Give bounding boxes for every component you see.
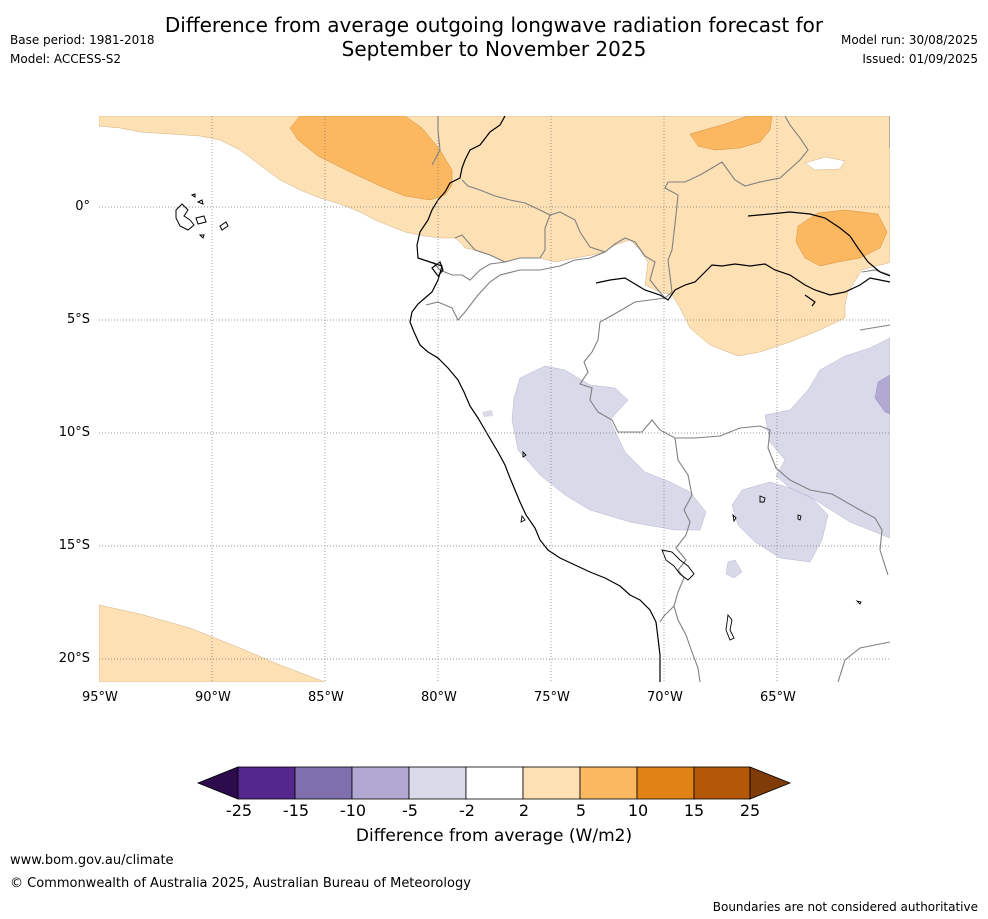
chart-title: Difference from average outgoing longwav… bbox=[0, 13, 988, 61]
lon-label-75w: 75°W bbox=[534, 690, 570, 705]
base-period-label: Base period: 1981-2018 bbox=[10, 33, 155, 47]
lon-label-85w: 85°W bbox=[308, 690, 344, 705]
galapagos-islands bbox=[175, 193, 229, 239]
lon-label-95w: 95°W bbox=[82, 690, 118, 705]
boundary-disclaimer: Boundaries are not considered authoritat… bbox=[712, 900, 978, 914]
anomaly-region-positive-southwest bbox=[99, 604, 326, 682]
titicaca-and-lakes bbox=[520, 450, 862, 641]
anomaly-region-negative-east bbox=[731, 337, 890, 563]
model-label: Model: ACCESS-S2 bbox=[10, 52, 122, 66]
colorbar-tick: -10 bbox=[339, 801, 367, 820]
lat-label-15s: 15°S bbox=[58, 538, 90, 553]
anomaly-region-positive-north bbox=[99, 116, 890, 357]
colorbar-tick: -2 bbox=[459, 801, 475, 820]
lat-label-10s: 10°S bbox=[58, 425, 90, 440]
lon-label-80w: 80°W bbox=[421, 690, 457, 705]
anomaly-region-positive-east bbox=[795, 209, 888, 267]
model-run-label: Model run: 30/08/2025 bbox=[840, 33, 978, 47]
map-plot-area bbox=[99, 116, 890, 682]
colorbar-tick: 10 bbox=[627, 801, 649, 820]
coastline bbox=[409, 116, 890, 682]
lon-label-90w: 90°W bbox=[195, 690, 231, 705]
copyright-notice: © Commonwealth of Australia 2025, Austra… bbox=[10, 876, 471, 891]
title-line-2: September to November 2025 bbox=[341, 37, 647, 61]
colorbar-title: Difference from average (W/m2) bbox=[355, 826, 633, 846]
colorbar-tick: 2 bbox=[518, 801, 530, 820]
anomaly-region-positive-ne bbox=[689, 116, 773, 151]
graticule bbox=[99, 116, 890, 682]
colorbar-tick: 5 bbox=[575, 801, 587, 820]
colorbar-tick: 25 bbox=[739, 801, 761, 820]
title-line-1: Difference from average outgoing longwav… bbox=[164, 13, 824, 37]
colorbar-tick: 15 bbox=[683, 801, 705, 820]
colorbar-tick: -15 bbox=[282, 801, 310, 820]
lat-label-0: 0° bbox=[75, 199, 90, 214]
issued-label: Issued: 01/09/2025 bbox=[862, 52, 978, 66]
colorbar-extend-high bbox=[749, 766, 792, 800]
colorbar-extend-low bbox=[196, 766, 239, 800]
lon-label-65w: 65°W bbox=[760, 690, 796, 705]
colorbar-tick: -5 bbox=[402, 801, 418, 820]
lat-label-20s: 20°S bbox=[58, 651, 90, 666]
anomaly-region-negative-central bbox=[511, 365, 707, 531]
colorbar-tick: -25 bbox=[225, 801, 253, 820]
lat-label-5s: 5°S bbox=[66, 312, 90, 327]
website-link[interactable]: www.bom.gov.au/climate bbox=[10, 853, 174, 868]
lon-label-70w: 70°W bbox=[647, 690, 683, 705]
anomaly-region-positive-west bbox=[289, 116, 453, 201]
colorbar bbox=[196, 766, 792, 800]
